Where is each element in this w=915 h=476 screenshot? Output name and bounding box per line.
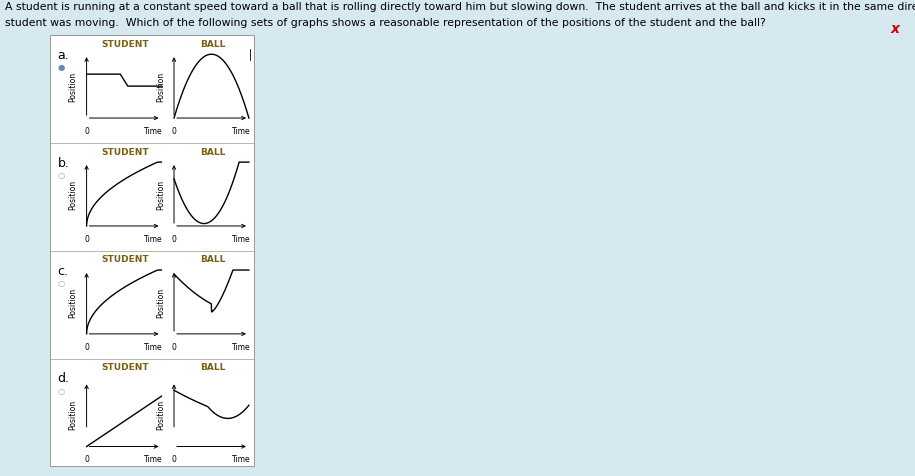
Text: STUDENT: STUDENT xyxy=(102,255,149,264)
Text: b.: b. xyxy=(58,156,70,169)
Text: Time: Time xyxy=(145,127,163,135)
Text: 0: 0 xyxy=(172,342,177,351)
Text: Position: Position xyxy=(156,288,165,317)
Text: Time: Time xyxy=(145,342,163,351)
Text: 0: 0 xyxy=(172,127,177,135)
Text: Time: Time xyxy=(145,455,163,463)
Text: ○: ○ xyxy=(58,278,65,287)
Text: Position: Position xyxy=(69,399,78,429)
Text: 0: 0 xyxy=(84,342,89,351)
Text: 0: 0 xyxy=(172,455,177,463)
Text: BALL: BALL xyxy=(199,363,225,372)
Text: c.: c. xyxy=(58,264,69,277)
Text: STUDENT: STUDENT xyxy=(102,363,149,372)
Text: Position: Position xyxy=(69,288,78,317)
Text: a.: a. xyxy=(58,49,70,61)
Text: STUDENT: STUDENT xyxy=(102,147,149,156)
Text: BALL: BALL xyxy=(199,40,225,49)
Text: d.: d. xyxy=(58,372,70,385)
Text: 0: 0 xyxy=(172,234,177,243)
Text: Position: Position xyxy=(156,72,165,102)
Text: 0: 0 xyxy=(84,234,89,243)
Text: STUDENT: STUDENT xyxy=(102,40,149,49)
Text: A student is running at a constant speed toward a ball that is rolling directly : A student is running at a constant speed… xyxy=(5,2,915,12)
Text: student was moving.  Which of the following sets of graphs shows a reasonable re: student was moving. Which of the followi… xyxy=(5,18,765,28)
Text: Time: Time xyxy=(231,342,251,351)
Text: BALL: BALL xyxy=(199,147,225,156)
Text: Time: Time xyxy=(145,234,163,243)
Text: ○: ○ xyxy=(58,386,65,395)
Text: Time: Time xyxy=(231,234,251,243)
Text: Position: Position xyxy=(69,72,78,102)
Text: Time: Time xyxy=(231,127,251,135)
Text: Position: Position xyxy=(156,399,165,429)
Text: 0: 0 xyxy=(84,455,89,463)
Text: Time: Time xyxy=(231,455,251,463)
Text: Position: Position xyxy=(69,179,78,209)
Text: 0: 0 xyxy=(84,127,89,135)
Text: ○: ○ xyxy=(58,170,65,179)
Text: ●: ● xyxy=(58,63,65,71)
Text: BALL: BALL xyxy=(199,255,225,264)
Text: x: x xyxy=(890,21,899,36)
Text: Position: Position xyxy=(156,179,165,209)
